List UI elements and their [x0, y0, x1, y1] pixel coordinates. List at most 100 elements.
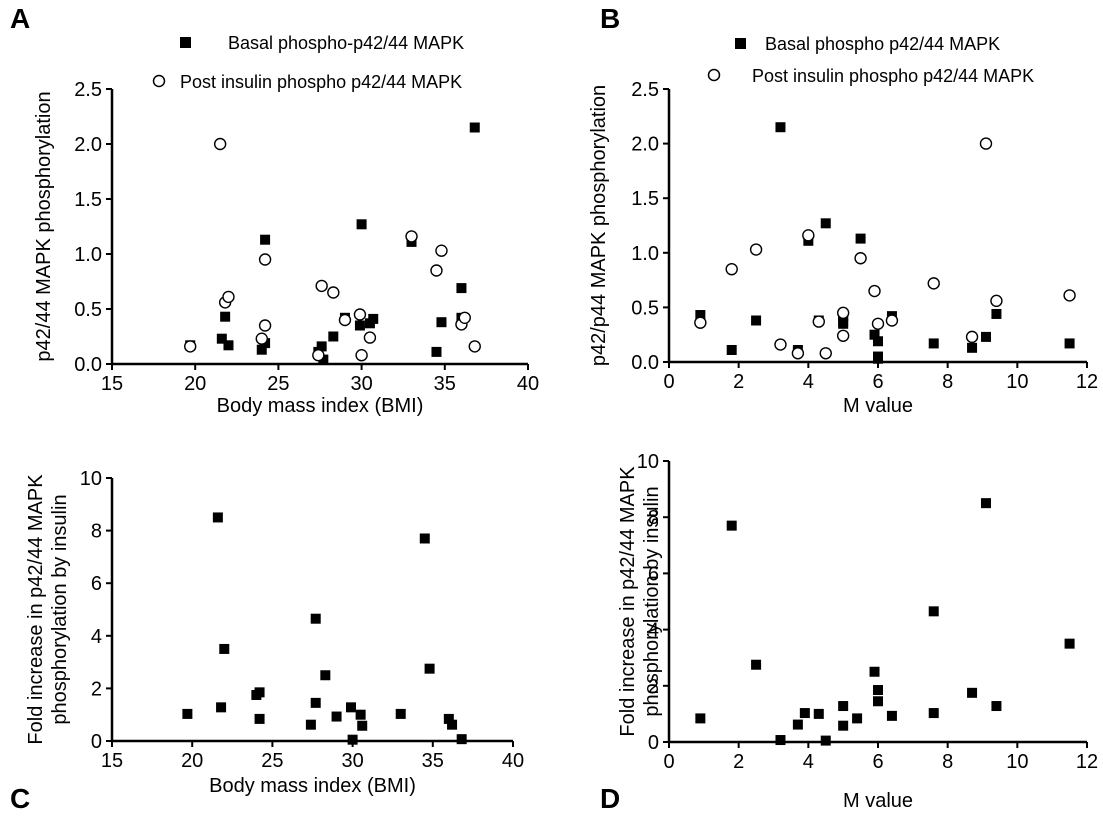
data-point-circle	[258, 253, 272, 266]
data-point-square	[331, 711, 342, 722]
data-point-circle	[435, 244, 448, 257]
data-point-square	[886, 710, 897, 721]
data-point-square	[356, 219, 367, 230]
data-point-circle	[258, 319, 272, 332]
y-tick-label: 2.0	[631, 134, 659, 156]
x-tick-label: 15	[101, 373, 123, 395]
x-tick-label: 30	[341, 750, 363, 772]
x-tick-label: 6	[872, 371, 883, 393]
legend-label: Basal phospho-p42/44 MAPK	[228, 33, 464, 53]
data-point-square	[838, 720, 849, 731]
data-point-circle	[355, 349, 368, 362]
y-tick-label: 2.5	[74, 79, 102, 101]
legend-label: Basal phospho p42/44 MAPK	[765, 34, 1000, 54]
data-point-square	[212, 512, 223, 523]
data-point-square	[775, 122, 786, 133]
data-point-circle	[812, 315, 825, 328]
data-point-square	[424, 663, 435, 674]
data-point-circle	[791, 347, 805, 360]
data-point-square	[395, 708, 406, 719]
data-point-square	[820, 218, 831, 229]
legend-circle-marker	[707, 68, 721, 82]
panel-a: A 15 20 25 30 35 40 0.0 0.5 1.0 1.5 2.0 2.5 Body mass…	[10, 3, 539, 417]
data-point-circle	[363, 331, 377, 344]
data-point-circle	[312, 349, 325, 362]
legend-label: Post insulin phospho p42/44 MAPK	[752, 66, 1034, 86]
y-tick-label: 2	[648, 676, 659, 698]
data-point-circle	[255, 332, 268, 345]
data-point-square	[813, 708, 824, 719]
data-point-square	[310, 697, 321, 708]
y-tick-label: 4	[91, 626, 102, 648]
y-tick-label: 1.5	[631, 188, 659, 210]
data-point-square	[855, 233, 866, 244]
data-point-square	[216, 333, 227, 344]
data-point-circle	[222, 290, 235, 304]
x-axis-title: Body mass index (BMI)	[209, 775, 416, 797]
data-point-square	[751, 659, 762, 670]
data-point-square	[726, 520, 737, 531]
data-point-square	[219, 643, 230, 654]
data-point-square	[254, 687, 265, 698]
y-tick-label: 0.5	[74, 299, 102, 321]
data-point-square	[347, 734, 358, 745]
y-tick-label: 2	[91, 678, 102, 700]
x-tick-label: 10	[1006, 371, 1028, 393]
x-tick-label: 20	[184, 373, 206, 395]
y-tick-label: 8	[648, 507, 659, 529]
data-point-square	[318, 354, 329, 365]
x-tick-label: 4	[803, 371, 814, 393]
x-tick-label: 40	[517, 373, 539, 395]
data-point-square	[695, 310, 706, 321]
data-point-circle	[749, 243, 763, 256]
data-point-circle	[868, 284, 881, 298]
data-point-square	[967, 687, 978, 698]
y-axis-title: Fold increase in p42/44 MAPK	[25, 474, 47, 745]
data-point-circle	[213, 137, 227, 151]
data-point-square	[182, 708, 193, 719]
legend-label: Post insulin phospho p42/44 MAPK	[180, 72, 462, 92]
data-point-square	[980, 498, 991, 509]
x-tick-label: 8	[942, 751, 953, 773]
data-point-circle	[458, 311, 471, 324]
data-point-circle	[802, 229, 815, 242]
data-point-square	[751, 315, 762, 326]
legend-square-marker	[735, 38, 746, 49]
data-point-circle	[315, 279, 328, 293]
data-point-square	[928, 606, 939, 617]
data-point-square	[456, 283, 467, 294]
y-tick-label: 8	[91, 521, 102, 543]
data-point-circle	[836, 306, 850, 320]
y-axis-title: phosphorylation by insulin	[49, 494, 71, 724]
data-point-square	[1064, 338, 1075, 349]
panel-letter: D	[600, 783, 620, 814]
data-point-square	[838, 701, 849, 712]
x-tick-label: 40	[502, 750, 524, 772]
y-tick-label: 0.5	[631, 297, 659, 319]
data-point-square	[447, 719, 458, 730]
x-tick-label: 0	[663, 751, 674, 773]
data-point-square	[792, 719, 803, 730]
x-tick-label: 25	[267, 373, 289, 395]
x-tick-label: 15	[101, 750, 123, 772]
data-point-square	[873, 353, 883, 364]
x-tick-label: 2	[733, 371, 744, 393]
data-point-square	[799, 708, 810, 719]
x-tick-label: 10	[1006, 751, 1028, 773]
data-point-square	[928, 708, 939, 719]
data-point-square	[695, 713, 706, 724]
data-point-square	[775, 735, 786, 746]
x-tick-label: 12	[1076, 751, 1098, 773]
y-tick-label: 6	[648, 563, 659, 585]
data-point-square	[726, 344, 737, 355]
data-point-square	[310, 613, 321, 624]
data-point-circle	[885, 314, 899, 327]
data-point-square	[852, 713, 863, 724]
y-tick-label: 10	[80, 468, 102, 490]
y-tick-label: 0.0	[74, 354, 102, 376]
panel-letter: A	[10, 3, 30, 34]
data-point-square	[220, 311, 231, 322]
data-point-square	[254, 713, 265, 724]
y-tick-label: 2.5	[631, 79, 659, 101]
y-tick-label: 6	[91, 573, 102, 595]
